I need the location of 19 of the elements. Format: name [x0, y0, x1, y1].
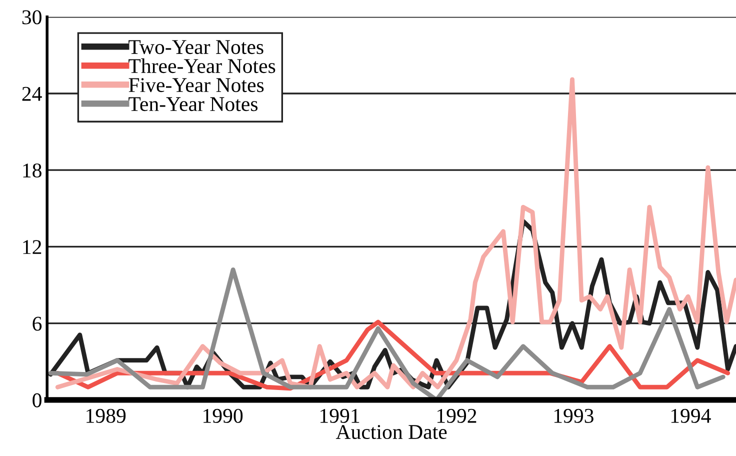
line-series — [48, 267, 726, 400]
x-tick-label: 1990 — [204, 408, 243, 423]
x-tick-label: 1989 — [86, 408, 126, 423]
y-tick-label: 12 — [23, 240, 42, 254]
legend-label: Five-Year Notes — [128, 78, 264, 92]
y-tick-label: 0 — [32, 393, 42, 408]
y-tick-label: 6 — [32, 316, 42, 331]
x-tick-label: 1991 — [320, 408, 360, 423]
x-axis-title: Auction Date — [336, 425, 447, 440]
line-series — [55, 77, 736, 390]
x-tick-label: 1992 — [437, 408, 476, 423]
legend-label: Ten-Year Notes — [128, 97, 258, 112]
y-tick-label: 30 — [22, 10, 42, 24]
legend-label: Two-Year Notes — [128, 40, 264, 54]
legend-label: Three-Year Notes — [128, 58, 276, 74]
x-tick-label: 1994 — [671, 408, 711, 423]
y-tick-label: 18 — [23, 163, 42, 178]
x-tick-label: 1993 — [554, 408, 594, 423]
y-tick-label: 24 — [22, 86, 42, 101]
